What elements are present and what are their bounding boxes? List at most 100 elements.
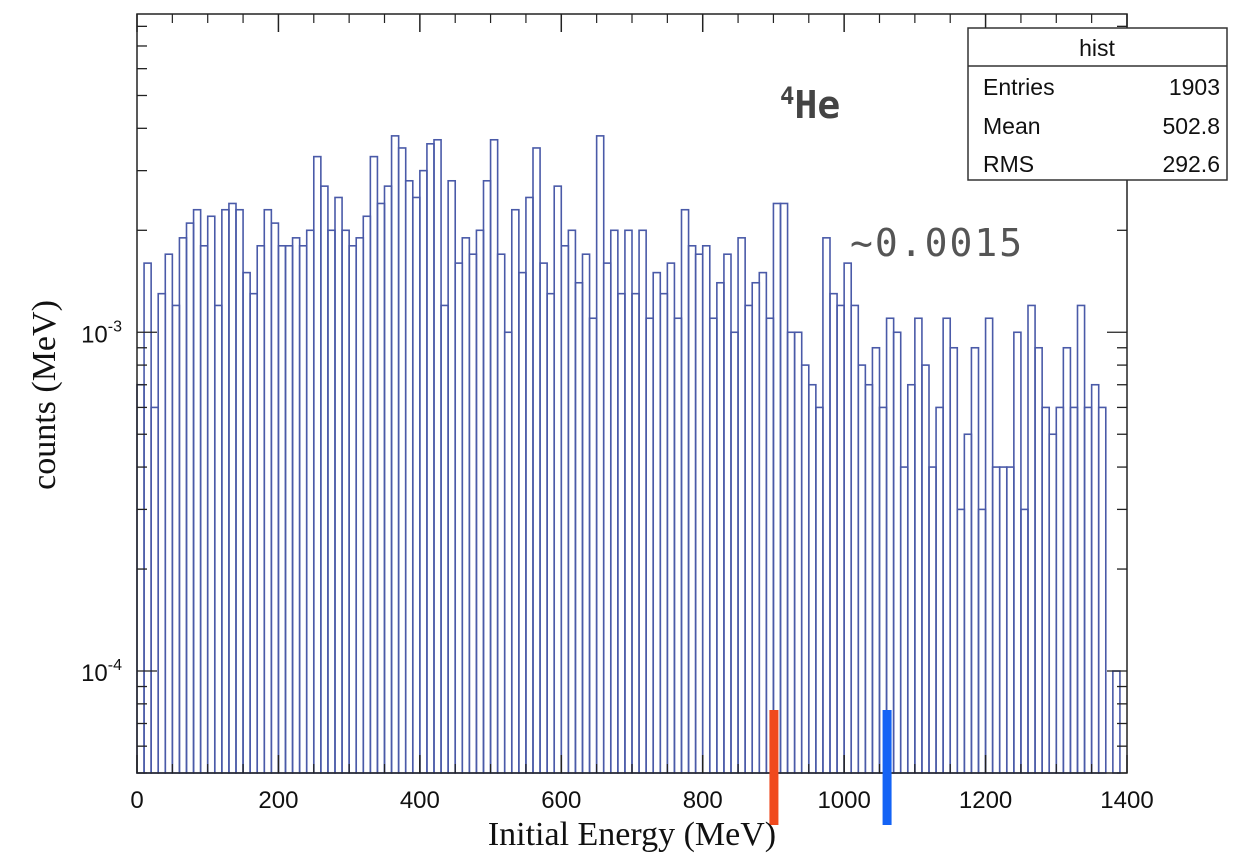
- histogram-bin: [199, 244, 209, 774]
- histogram-bin: [376, 202, 386, 774]
- y-tick-label: 10-4: [81, 657, 122, 687]
- histogram-bin: [348, 244, 358, 774]
- histogram-bin: [249, 292, 259, 774]
- histogram-bin: [341, 229, 350, 774]
- histogram-bin: [595, 135, 605, 774]
- histogram-bin: [213, 304, 223, 774]
- histogram-bin: [751, 281, 761, 774]
- histogram-bin: [426, 143, 435, 774]
- histogram-bin: [581, 253, 591, 774]
- histogram-bin: [921, 364, 930, 774]
- histogram-bin: [461, 237, 471, 774]
- histogram-bin: [369, 155, 379, 774]
- histogram-bin: [334, 196, 343, 774]
- histogram-bin: [984, 317, 994, 774]
- x-tick-label: 1400: [1100, 787, 1153, 814]
- stats-mean-label: Mean: [983, 113, 1041, 139]
- histogram-bin: [772, 202, 782, 774]
- histogram-bin: [659, 292, 669, 774]
- histogram-bin: [468, 253, 478, 774]
- histogram-bin: [602, 262, 612, 774]
- histogram-bin: [390, 135, 400, 774]
- x-tick-label: 200: [258, 787, 298, 814]
- energy-marker: [882, 710, 892, 825]
- stats-box: hist Entries 1903 Mean 502.8 RMS 292.6: [967, 27, 1228, 181]
- histogram-bin: [510, 208, 520, 774]
- histogram-bin: [1083, 406, 1093, 774]
- x-tick-label: 800: [683, 787, 723, 814]
- x-tick-label: 400: [400, 787, 440, 814]
- histogram-bin: [829, 292, 838, 774]
- histogram-bin: [185, 222, 195, 774]
- histogram-bin: [800, 364, 810, 774]
- stats-entries-value: 1903: [1169, 74, 1220, 100]
- stats-rms-value: 292.6: [1162, 151, 1220, 177]
- histogram-bin: [899, 466, 909, 774]
- energy-marker: [769, 710, 779, 825]
- histogram-bin: [192, 208, 202, 774]
- histogram-bin: [206, 215, 216, 774]
- histogram-bin: [242, 271, 251, 774]
- isotope-mass-number: 4: [780, 82, 794, 110]
- histogram-bin: [1005, 466, 1015, 774]
- histogram-bin: [977, 508, 987, 774]
- x-tick-label: 0: [130, 787, 143, 814]
- histogram-bin: [935, 406, 944, 774]
- histogram-bin: [765, 317, 775, 774]
- axis-layer: 0 200 400 600 800 1000 1200 1400 10-3 10-4: [81, 13, 1154, 814]
- histogram-bin: [723, 253, 732, 774]
- stats-entries-label: Entries: [983, 74, 1055, 100]
- histogram-bin: [362, 215, 372, 774]
- histogram-bin: [305, 229, 315, 774]
- histogram-bin: [687, 244, 697, 774]
- histogram-bin: [503, 331, 513, 774]
- histogram-bin: [475, 229, 485, 774]
- histogram-bin: [906, 383, 916, 774]
- histogram-bin: [963, 433, 973, 774]
- histogram-bin: [178, 237, 188, 774]
- histogram-bin: [970, 346, 980, 774]
- histogram-bin: [1020, 508, 1029, 774]
- histogram-bin: [546, 292, 556, 774]
- histogram-bin: [447, 179, 457, 774]
- histogram-bin: [1034, 346, 1043, 774]
- histogram-bin: [1041, 406, 1051, 774]
- histogram-bin: [609, 229, 619, 774]
- histogram-bin: [871, 346, 881, 774]
- histogram-bin: [235, 208, 244, 774]
- histogram-bin: [843, 262, 853, 774]
- histogram-bin: [617, 292, 626, 774]
- histogram-bin: [496, 253, 506, 774]
- histogram-bin: [631, 292, 640, 774]
- x-axis-title: Initial Energy (MeV): [488, 816, 776, 853]
- histogram-bin: [864, 383, 874, 774]
- histogram-bin: [355, 237, 365, 774]
- histogram-bin: [1090, 383, 1100, 774]
- histogram-bin: [956, 508, 966, 774]
- histogram-bin: [914, 317, 923, 774]
- histogram-bin: [850, 304, 860, 774]
- histogram-bin: [624, 229, 633, 774]
- histogram-bin: [1069, 406, 1079, 774]
- histogram-bin: [1027, 304, 1036, 774]
- marker-layer: [769, 710, 892, 825]
- histogram-bin: [532, 147, 541, 774]
- histogram-bin: [553, 185, 563, 774]
- histogram-bin: [270, 222, 280, 774]
- histogram-bin: [383, 185, 393, 774]
- histogram-bin: [1076, 304, 1086, 774]
- histogram-bin: [411, 196, 421, 774]
- histogram-bin: [228, 202, 237, 774]
- x-tick-label: 600: [541, 787, 581, 814]
- histogram-bin: [708, 317, 718, 774]
- histogram-bin: [1013, 331, 1022, 774]
- ratio-annotation: ~0.0015: [850, 221, 1024, 265]
- histogram-bin: [539, 262, 548, 774]
- histogram-bin: [652, 271, 662, 774]
- histogram-bin: [404, 179, 414, 774]
- histogram-bin: [284, 244, 294, 774]
- histogram-bin: [320, 185, 329, 774]
- histogram-bin: [779, 202, 789, 774]
- histogram-bin: [263, 208, 273, 774]
